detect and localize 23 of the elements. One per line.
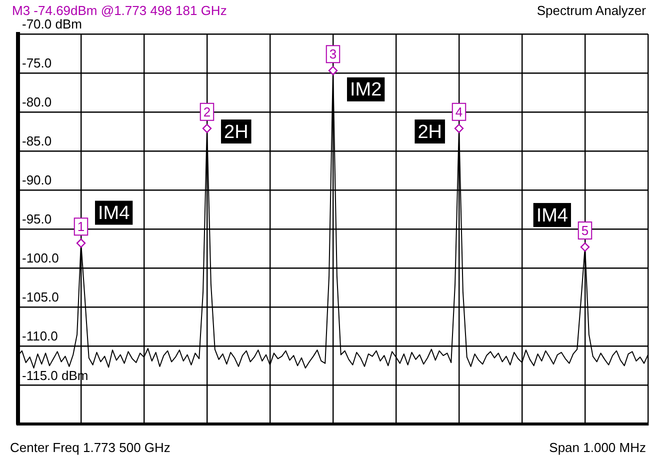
annotation: 3 (329, 46, 337, 62)
annotation: IM4 (98, 202, 130, 224)
annotation: 5 (581, 223, 589, 238)
y-tick-label: -80.0 (22, 94, 52, 110)
y-tick-label: -85.0 (22, 134, 52, 149)
y-tick-label: -95.0 (22, 212, 52, 227)
annotation: 4 (455, 104, 463, 120)
chart-subtitle: Spectrum Analyzer (536, 3, 646, 18)
y-tick-label: -75.0 (22, 56, 52, 71)
text: Center Freq 1.773 500 GHz (10, 440, 170, 455)
y-tick-label: -90.0 (22, 172, 52, 188)
y-tick-label: -70.0 dBm (22, 16, 82, 32)
y-tick-label: -110.0 (22, 328, 58, 344)
annotation: 2H (224, 122, 248, 143)
annotation: 2 (203, 104, 211, 120)
text: Span 1.000 MHz (549, 440, 646, 455)
annotation: IM2 (350, 80, 382, 101)
annotation: 1 (77, 219, 85, 234)
chart-title: M3 -74.69dBm @1.773 498 181 GHz (12, 3, 227, 18)
annotation: IM4 (536, 205, 568, 226)
y-tick-label: -105.0 (22, 290, 59, 305)
y-tick-label: -100.0 (22, 250, 59, 266)
annotation: 2H (418, 122, 442, 143)
